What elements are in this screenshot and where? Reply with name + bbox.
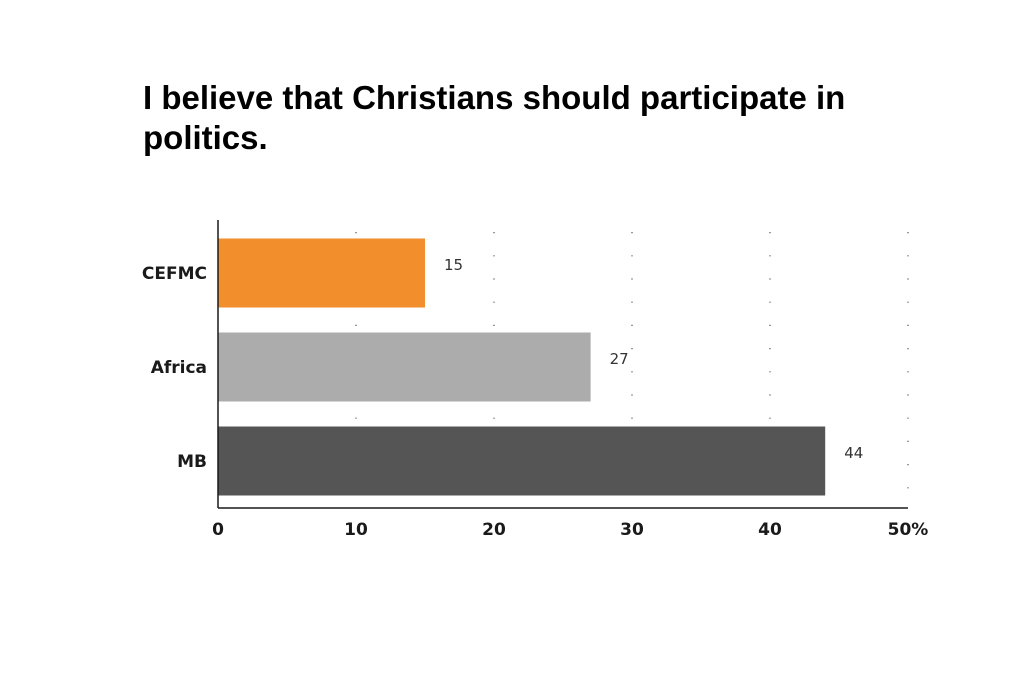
- bar-cefmc: [218, 238, 425, 308]
- bar-mb: [218, 426, 826, 496]
- category-label: Africa: [151, 358, 207, 378]
- x-tick-label: 0: [212, 520, 224, 540]
- x-tick-label: 50%: [888, 520, 929, 540]
- x-tick-label: 20: [482, 520, 506, 540]
- data-label: 27: [610, 350, 629, 368]
- category-label: MB: [177, 452, 207, 472]
- x-tick-label: 30: [620, 520, 644, 540]
- bar-africa: [218, 332, 591, 402]
- data-label: 15: [444, 256, 463, 274]
- x-tick-label: 40: [758, 520, 782, 540]
- category-label: CEFMC: [142, 264, 207, 284]
- chart-title: I believe that Christians should partici…: [143, 79, 846, 156]
- x-tick-label: 10: [344, 520, 368, 540]
- bars: [218, 238, 826, 496]
- data-label: 44: [844, 444, 863, 462]
- labels: 0 10 20 30 40 50% CEFMC 15 Africa 27 MB 44: [142, 256, 928, 540]
